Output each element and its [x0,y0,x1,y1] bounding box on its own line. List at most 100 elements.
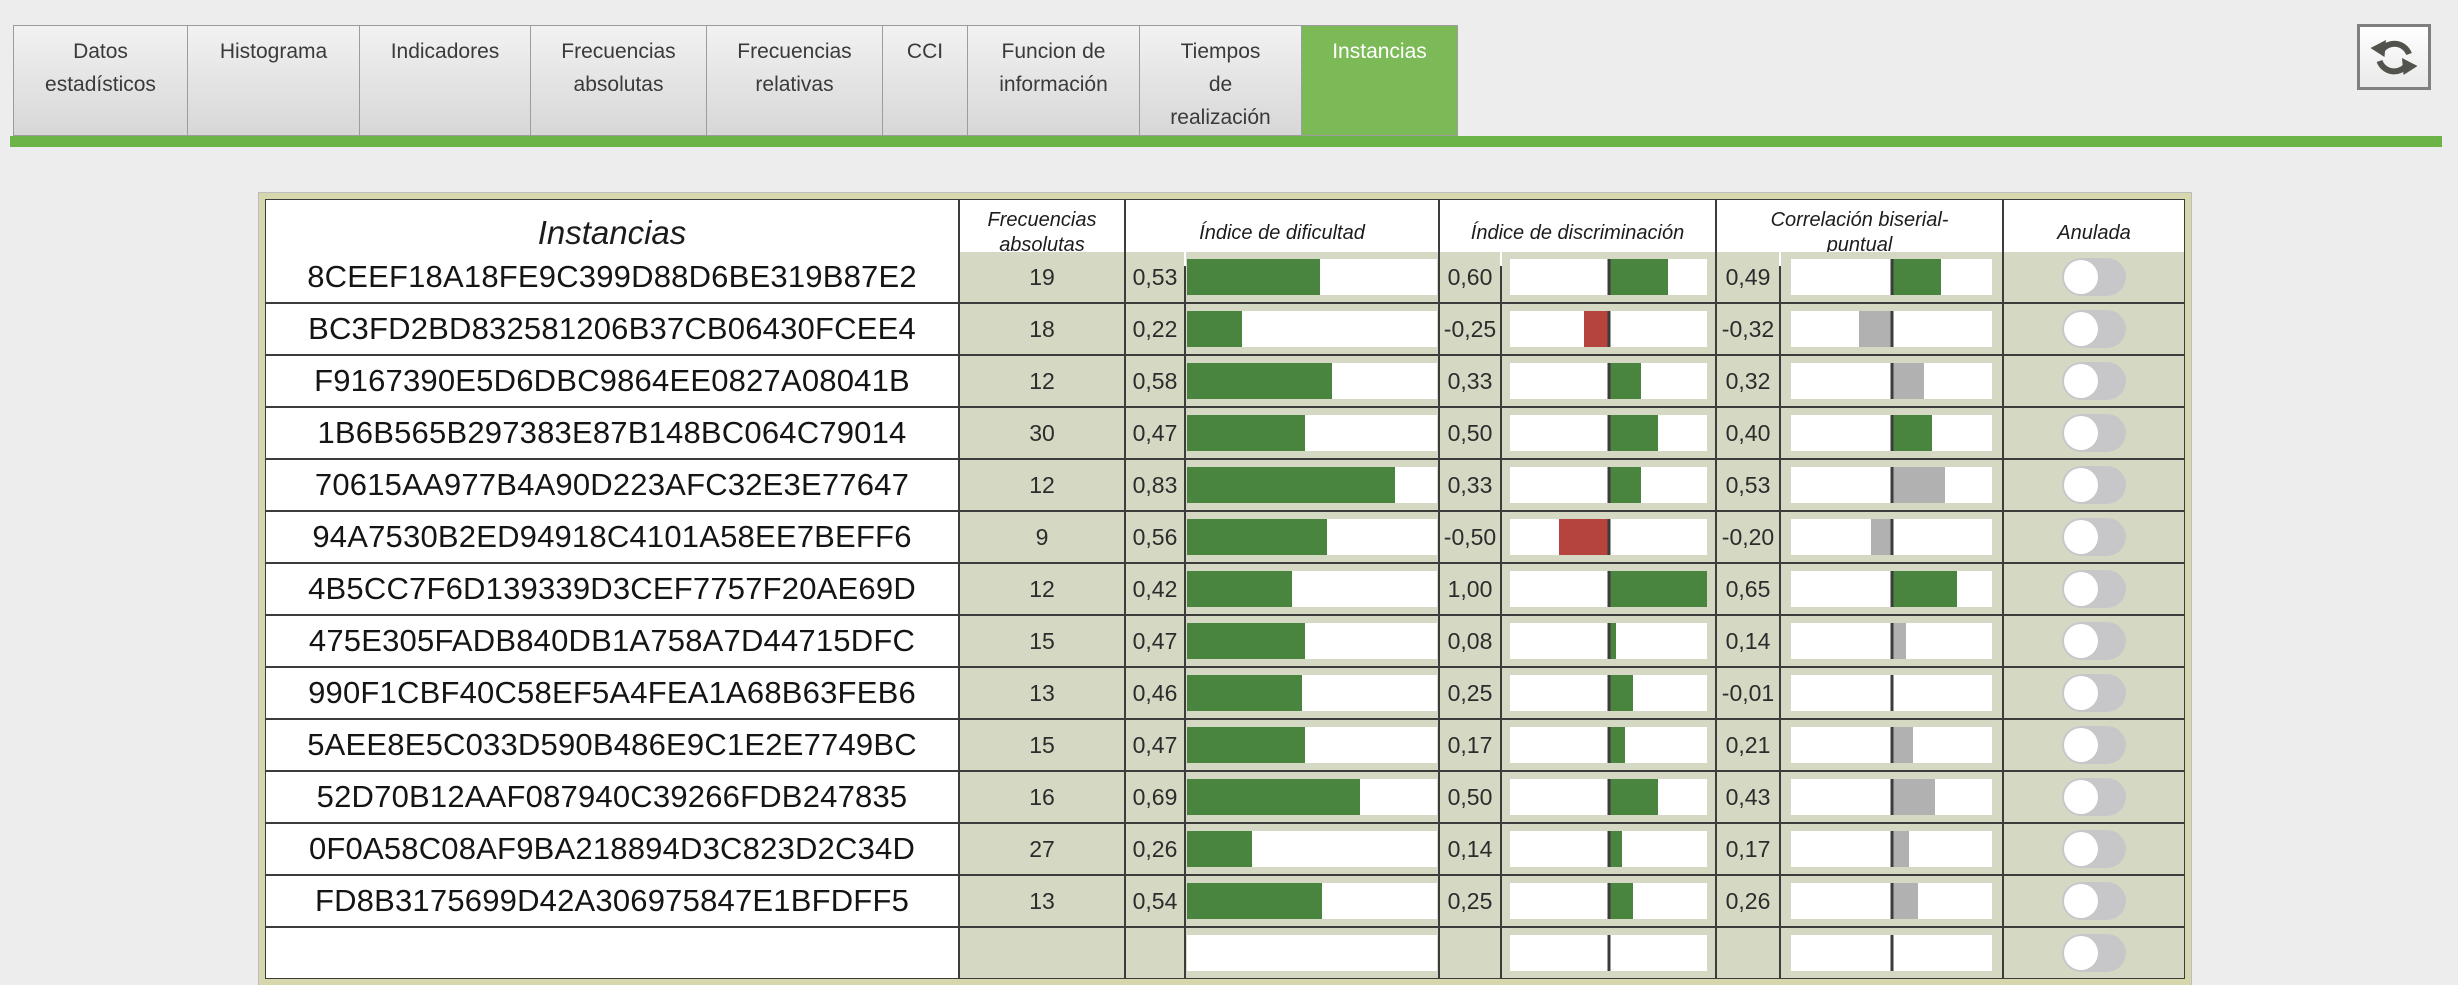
correlation-bar-track [1791,935,1992,971]
difficulty-bar-cell [1186,720,1438,770]
difficulty-bar-track [1187,883,1437,919]
toggle-knob [2064,780,2098,814]
correlation-bar-cell [1781,304,2002,354]
anulada-cell [2004,876,2184,926]
tab-funcion-de-informacion[interactable]: Funcion de información [967,25,1140,136]
instance-id-cell: 4B5CC7F6D139339D3CEF7757F20AE69D [266,564,958,614]
difficulty-bar-track [1187,831,1437,867]
correlation-value: 0,43 [1717,772,1779,822]
discrimination-bar-track [1510,727,1707,763]
anulada-toggle[interactable] [2062,830,2126,868]
correlation-bar-track [1791,883,1992,919]
anulada-toggle[interactable] [2062,934,2126,972]
correlation-bar-cell [1781,512,2002,562]
correlation-value: 0,49 [1717,252,1779,302]
anulada-toggle[interactable] [2062,466,2126,504]
discrimination-bar-fill [1608,623,1617,659]
difficulty-bar-track [1187,415,1437,451]
instance-id-cell: 52D70B12AAF087940C39266FDB247835 [266,772,958,822]
tab-instancias[interactable]: Instancias [1301,25,1458,136]
discrimination-bar-track [1510,571,1707,607]
tab-tiempos-de-realizacion[interactable]: Tiempos de realización [1139,25,1302,136]
tab-cci[interactable]: CCI [882,25,968,136]
discrimination-value: -0,50 [1440,512,1500,562]
anulada-toggle[interactable] [2062,570,2126,608]
discrimination-bar-track [1510,259,1707,295]
correlation-value: 0,53 [1717,460,1779,510]
anulada-cell [2004,304,2184,354]
anulada-toggle[interactable] [2062,622,2126,660]
difficulty-value [1126,928,1184,978]
zero-line [1890,311,1893,347]
discrimination-bar-cell [1502,928,1715,978]
absolute-frequency-cell: 15 [960,720,1124,770]
difficulty-bar-fill [1187,519,1327,555]
anulada-cell [2004,512,2184,562]
tab-bar: Datos estadísticos Histograma Indicadores F… [13,25,1458,136]
correlation-bar-fill [1859,311,1892,347]
discrimination-bar-cell [1502,408,1715,458]
absolute-frequency-cell: 16 [960,772,1124,822]
absolute-frequency-cell [960,928,1124,978]
discrimination-bar-fill [1608,363,1641,399]
anulada-cell [2004,460,2184,510]
toggle-knob [2064,572,2098,606]
anulada-toggle[interactable] [2062,518,2126,556]
instance-id-cell: 94A7530B2ED94918C4101A58EE7BEFF6 [266,512,958,562]
difficulty-value: 0,83 [1126,460,1184,510]
difficulty-bar-fill [1187,259,1320,295]
correlation-bar-fill [1891,571,1957,607]
anulada-toggle[interactable] [2062,258,2126,296]
refresh-button[interactable] [2357,24,2431,90]
instance-id-cell: F9167390E5D6DBC9864EE0827A08041B [266,356,958,406]
anulada-toggle[interactable] [2062,882,2126,920]
discrimination-value: 0,17 [1440,720,1500,770]
discrimination-value: 1,00 [1440,564,1500,614]
discrimination-bar-track [1510,623,1707,659]
discrimination-value: 0,60 [1440,252,1500,302]
zero-line [1890,467,1893,503]
difficulty-value: 0,56 [1126,512,1184,562]
discrimination-bar-cell [1502,304,1715,354]
zero-line [1890,259,1893,295]
tab-histograma[interactable]: Histograma [187,25,360,136]
discrimination-bar-fill [1608,883,1634,919]
anulada-toggle[interactable] [2062,414,2126,452]
difficulty-bar-cell [1186,356,1438,406]
correlation-bar-cell [1781,928,2002,978]
difficulty-bar-track [1187,727,1437,763]
zero-line [1890,831,1893,867]
absolute-frequency-cell: 15 [960,616,1124,666]
tab-datos-estadisticos[interactable]: Datos estadísticos [13,25,188,136]
difficulty-value: 0,42 [1126,564,1184,614]
anulada-toggle[interactable] [2062,674,2126,712]
zero-line [1607,363,1610,399]
toggle-knob [2064,624,2098,658]
tab-frecuencias-absolutas[interactable]: Frecuencias absolutas [530,25,707,136]
tab-indicadores[interactable]: Indicadores [359,25,531,136]
absolute-frequency-cell: 12 [960,460,1124,510]
anulada-toggle[interactable] [2062,310,2126,348]
toggle-knob [2064,728,2098,762]
difficulty-bar-track [1187,935,1437,971]
toggle-knob [2064,364,2098,398]
discrimination-bar-track [1510,415,1707,451]
anulada-cell [2004,616,2184,666]
zero-line [1607,571,1610,607]
correlation-value: 0,40 [1717,408,1779,458]
discrimination-bar-fill [1608,831,1623,867]
discrimination-bar-track [1510,935,1707,971]
absolute-frequency-cell: 12 [960,564,1124,614]
anulada-toggle[interactable] [2062,362,2126,400]
toggle-knob [2064,676,2098,710]
anulada-toggle[interactable] [2062,726,2126,764]
correlation-bar-fill [1891,467,1945,503]
difficulty-bar-fill [1187,571,1292,607]
anulada-toggle[interactable] [2062,778,2126,816]
correlation-value: 0,32 [1717,356,1779,406]
difficulty-bar-fill [1187,363,1332,399]
zero-line [1607,519,1610,555]
tab-frecuencias-relativas[interactable]: Frecuencias relativas [706,25,883,136]
zero-line [1607,935,1610,971]
correlation-bar-cell [1781,876,2002,926]
